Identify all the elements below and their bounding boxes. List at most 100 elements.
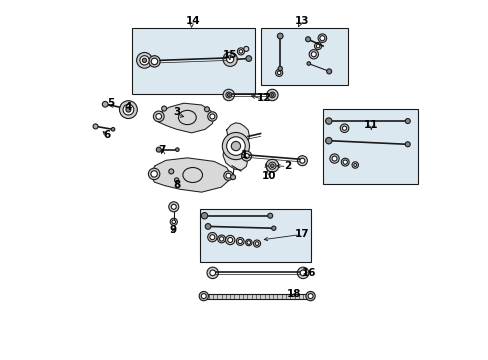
Circle shape <box>331 156 336 161</box>
Circle shape <box>277 33 283 39</box>
Circle shape <box>271 226 275 230</box>
Circle shape <box>168 202 179 212</box>
Circle shape <box>172 220 175 224</box>
Circle shape <box>267 213 272 218</box>
Circle shape <box>342 126 346 130</box>
Circle shape <box>245 56 251 62</box>
Circle shape <box>209 235 214 240</box>
Circle shape <box>275 69 282 76</box>
Circle shape <box>237 48 244 55</box>
Circle shape <box>206 267 218 279</box>
Text: 18: 18 <box>286 289 301 299</box>
Circle shape <box>151 171 157 177</box>
Circle shape <box>219 237 224 241</box>
Circle shape <box>225 92 231 98</box>
Circle shape <box>241 151 251 161</box>
Circle shape <box>209 114 214 119</box>
Text: 12: 12 <box>256 93 271 103</box>
Text: 11: 11 <box>364 120 378 130</box>
Circle shape <box>299 158 304 163</box>
Circle shape <box>153 111 164 122</box>
Bar <box>323 109 417 184</box>
Circle shape <box>222 132 249 159</box>
Circle shape <box>223 89 234 101</box>
Circle shape <box>245 239 251 246</box>
Polygon shape <box>151 158 230 192</box>
Circle shape <box>207 233 217 242</box>
Circle shape <box>300 270 305 276</box>
Circle shape <box>405 142 409 147</box>
Circle shape <box>278 66 282 71</box>
Text: 5: 5 <box>107 98 114 108</box>
Circle shape <box>314 42 321 50</box>
Text: 4: 4 <box>124 102 132 112</box>
Circle shape <box>227 238 232 243</box>
Circle shape <box>93 124 98 129</box>
Circle shape <box>148 168 160 180</box>
Polygon shape <box>223 123 249 170</box>
Circle shape <box>317 34 326 42</box>
Text: 14: 14 <box>185 16 200 26</box>
Bar <box>132 28 255 94</box>
Circle shape <box>307 294 312 298</box>
Text: 3: 3 <box>173 107 180 117</box>
Bar <box>260 28 347 85</box>
Circle shape <box>174 178 179 182</box>
Circle shape <box>326 69 331 74</box>
Circle shape <box>325 118 331 124</box>
Circle shape <box>156 113 162 119</box>
Circle shape <box>140 56 149 65</box>
Circle shape <box>156 147 161 152</box>
Circle shape <box>226 56 233 63</box>
Text: 6: 6 <box>103 130 110 140</box>
Text: 1: 1 <box>241 150 247 160</box>
Circle shape <box>231 141 240 151</box>
Circle shape <box>305 37 310 42</box>
Text: 9: 9 <box>169 225 176 235</box>
Circle shape <box>175 148 179 152</box>
Circle shape <box>119 101 137 118</box>
Circle shape <box>142 58 146 63</box>
Circle shape <box>341 158 348 166</box>
Circle shape <box>148 56 160 67</box>
Circle shape <box>236 238 244 246</box>
Circle shape <box>204 107 209 112</box>
Circle shape <box>253 240 260 247</box>
Circle shape <box>225 235 234 245</box>
Circle shape <box>225 173 230 178</box>
Circle shape <box>136 53 152 68</box>
Circle shape <box>238 239 242 244</box>
Text: 17: 17 <box>294 229 308 239</box>
Circle shape <box>305 292 315 301</box>
Circle shape <box>223 52 237 66</box>
Circle shape <box>224 171 233 180</box>
Circle shape <box>319 36 324 41</box>
Text: 2: 2 <box>283 161 290 171</box>
Circle shape <box>343 160 346 164</box>
Circle shape <box>151 58 157 64</box>
Circle shape <box>270 94 273 96</box>
Circle shape <box>123 104 134 115</box>
Circle shape <box>170 218 177 225</box>
Circle shape <box>162 106 166 111</box>
Circle shape <box>353 163 356 166</box>
Circle shape <box>227 94 230 96</box>
Circle shape <box>125 107 131 112</box>
Text: 7: 7 <box>158 145 166 155</box>
Circle shape <box>351 162 358 168</box>
Circle shape <box>329 154 339 163</box>
Circle shape <box>297 267 308 279</box>
Polygon shape <box>155 103 214 133</box>
Circle shape <box>226 137 244 156</box>
Circle shape <box>168 169 173 174</box>
Circle shape <box>201 212 207 219</box>
Bar <box>201 294 312 298</box>
Text: 15: 15 <box>223 50 237 60</box>
Circle shape <box>405 118 409 123</box>
Circle shape <box>246 241 250 244</box>
Circle shape <box>311 52 316 57</box>
Text: 13: 13 <box>294 16 308 26</box>
Circle shape <box>308 50 318 59</box>
Text: 16: 16 <box>301 268 315 278</box>
Circle shape <box>270 164 274 167</box>
